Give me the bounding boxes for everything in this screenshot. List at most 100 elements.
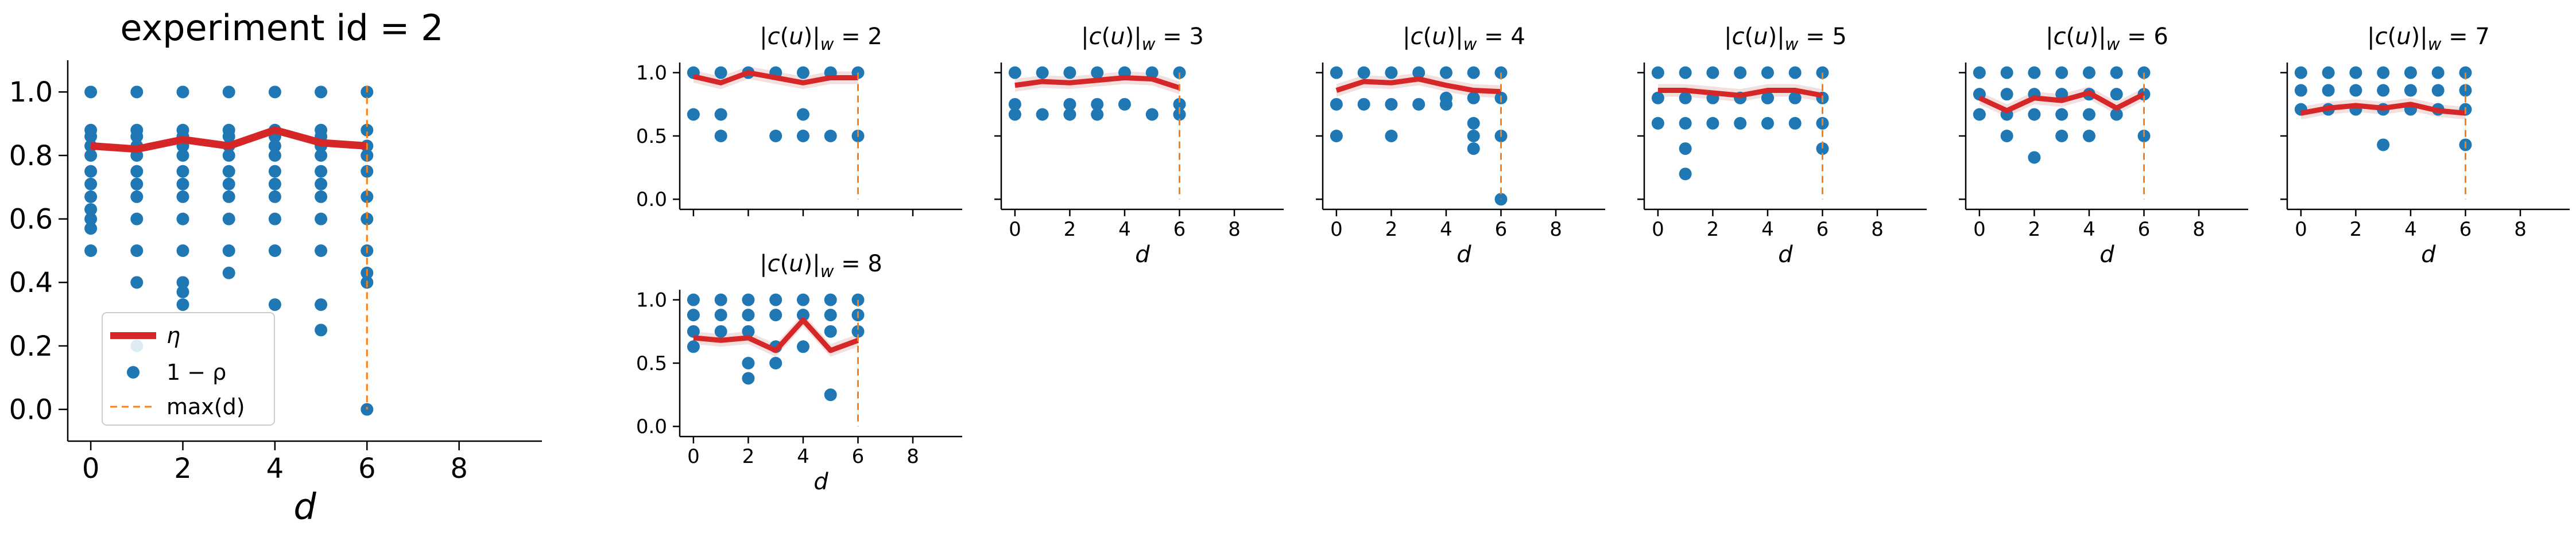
data-point: [824, 130, 837, 142]
data-point: [714, 293, 727, 306]
x-tick-label: 0: [2295, 218, 2307, 241]
y-tick-label: 1.0: [636, 289, 667, 312]
data-point: [2404, 66, 2417, 79]
data-point: [1330, 98, 1343, 111]
data-point: [1118, 98, 1131, 111]
legend-box: [102, 312, 275, 426]
data-point: [2082, 66, 2095, 79]
data-point: [796, 340, 809, 353]
data-point: [84, 212, 98, 225]
eta-line: [1014, 75, 1180, 91]
data-point: [222, 212, 235, 225]
x-tick-label: 8: [2514, 218, 2527, 241]
data-point: [769, 293, 783, 306]
chart-title: |c(u)|w = 7: [2367, 24, 2490, 54]
data-point: [222, 85, 235, 99]
data-point: [222, 177, 235, 190]
data-point: [1467, 116, 1480, 130]
eta-line: [692, 70, 858, 85]
data-point: [1679, 168, 1692, 181]
y-tick-label: 1.0: [636, 62, 667, 85]
y-tick-label: 1.0: [9, 76, 53, 108]
data-point: [268, 244, 281, 257]
data-point: [2349, 84, 2362, 97]
data-point: [1357, 66, 1370, 79]
data-point: [1008, 66, 1021, 79]
data-point: [796, 309, 809, 322]
data-point: [130, 244, 144, 257]
data-point: [742, 293, 755, 306]
data-point: [1091, 98, 1104, 111]
x-tick-label: 4: [797, 445, 809, 468]
data-point: [176, 149, 189, 162]
data-point: [268, 149, 281, 162]
data-point: [1091, 108, 1104, 121]
data-point: [268, 190, 281, 203]
data-point: [176, 276, 189, 289]
data-point: [824, 325, 837, 338]
data-point: [84, 85, 98, 99]
data-point: [1091, 66, 1104, 79]
data-point: [1145, 66, 1159, 79]
data-point: [130, 130, 144, 143]
x-tick-label: 8: [1550, 218, 1562, 241]
data-point: [268, 298, 281, 311]
data-point: [176, 285, 189, 298]
data-point: [2349, 66, 2362, 79]
x-tick-label: 2: [1064, 218, 1076, 241]
data-point: [130, 190, 144, 203]
data-point: [222, 149, 235, 162]
data-point: [2110, 88, 2123, 101]
data-point: [1788, 66, 1802, 79]
data-point: [315, 324, 328, 337]
data-point: [1651, 66, 1664, 79]
chart-panel: 0.0 0.5 1.0 |c(u)|w = 2: [636, 24, 962, 216]
data-point: [315, 298, 328, 311]
data-point: [176, 298, 189, 311]
x-tick-label: 8: [450, 453, 468, 485]
data-point: [222, 190, 235, 203]
data-point: [2000, 130, 2013, 142]
x-tick-label: 8: [2192, 218, 2205, 241]
x-axis-label: d: [2421, 242, 2436, 268]
data-point: [315, 244, 328, 257]
data-point: [315, 190, 328, 203]
x-tick-label: 2: [1707, 218, 1719, 241]
data-point: [1679, 91, 1692, 104]
data-point: [2431, 84, 2445, 97]
data-point: [222, 266, 235, 279]
data-point: [1385, 66, 1398, 79]
data-point: [315, 85, 328, 99]
data-point: [84, 190, 98, 203]
data-point: [361, 190, 374, 203]
data-point: [2055, 108, 2068, 121]
x-tick-label: 4: [2404, 218, 2417, 241]
y-tick-label: 0.6: [9, 203, 53, 235]
data-point: [2294, 66, 2307, 79]
x-tick-label: 0: [1973, 218, 1986, 241]
data-point: [222, 130, 235, 143]
data-point: [2322, 66, 2335, 79]
data-point: [1706, 66, 1719, 79]
data-point: [1357, 98, 1370, 111]
data-point: [1467, 91, 1480, 104]
data-point: [687, 293, 700, 306]
y-tick-label: 0.0: [636, 415, 667, 438]
eta-line: [1657, 88, 1823, 98]
x-tick-label: 8: [1228, 218, 1241, 241]
chart-panel: 0 2 4 6 8 |c(u)|w = 3 d: [994, 24, 1284, 268]
data-point: [1679, 66, 1692, 79]
data-point: [2000, 66, 2013, 79]
data-point: [361, 123, 374, 137]
y-tick-label: 0.5: [636, 352, 667, 375]
data-point: [769, 130, 783, 142]
x-tick-label: 4: [2083, 218, 2095, 241]
data-point: [1761, 66, 1774, 79]
x-axis-label: d: [1778, 242, 1793, 268]
x-tick-label: 8: [1871, 218, 1884, 241]
x-tick-label: 6: [2138, 218, 2151, 241]
data-point: [222, 165, 235, 178]
data-point: [714, 108, 727, 121]
data-point: [1439, 98, 1452, 111]
chart-title: |c(u)|w = 6: [2046, 24, 2168, 54]
